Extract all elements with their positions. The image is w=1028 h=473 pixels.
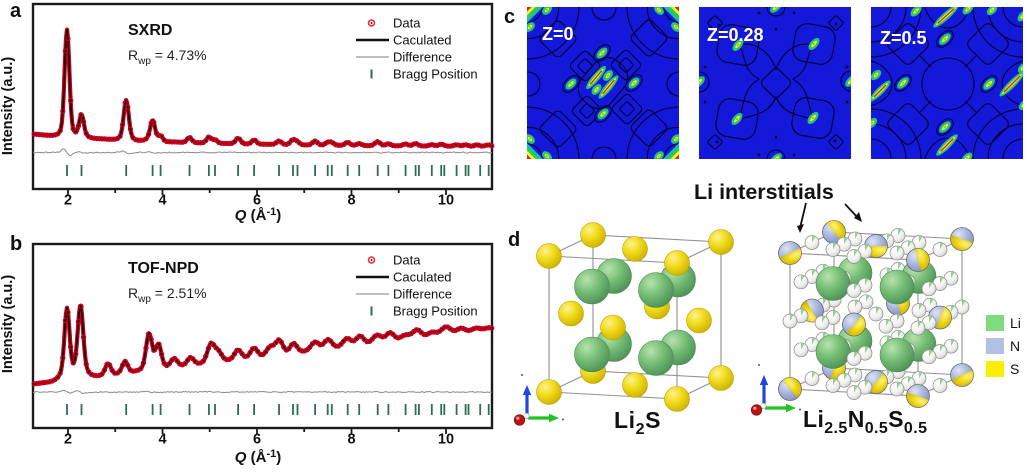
svg-text:Data: Data [393,16,421,31]
svg-text:Difference: Difference [393,287,452,302]
svg-text:TOF-NPD: TOF-NPD [128,260,199,277]
svg-text:6: 6 [253,193,261,209]
svg-text:Li interstitials: Li interstitials [694,180,834,204]
svg-text:Intensity (a.u.): Intensity (a.u.) [0,57,16,155]
svg-text:Q (Å-1): Q (Å-1) [235,448,281,466]
svg-text:Bragg Position: Bragg Position [393,67,478,82]
svg-text:2: 2 [64,193,72,209]
svg-text:SXRD: SXRD [128,22,172,39]
svg-text:Z=0.28: Z=0.28 [707,25,764,45]
svg-text:S: S [1010,361,1019,377]
svg-text:6: 6 [253,432,261,448]
svg-text:Li: Li [1010,315,1021,331]
svg-text:8: 8 [347,432,355,448]
svg-text:8: 8 [347,193,355,209]
svg-text:Intensity (a.u.): Intensity (a.u.) [0,275,16,373]
svg-text:c: c [504,6,515,28]
svg-text:Caculated: Caculated [393,33,452,48]
svg-text:Difference: Difference [393,50,452,65]
svg-text:Z=0: Z=0 [542,24,574,44]
svg-text:Data: Data [393,253,421,268]
svg-text:Z=0.5: Z=0.5 [880,28,927,48]
svg-text:Li2S: Li2S [614,407,661,438]
svg-text:4: 4 [158,193,166,209]
svg-text:Caculated: Caculated [393,270,452,285]
svg-text:10: 10 [438,193,454,209]
svg-text:b: b [10,233,22,255]
svg-text:d: d [508,229,520,251]
svg-text:Bragg Position: Bragg Position [393,304,478,319]
svg-text:4: 4 [158,432,166,448]
svg-text:10: 10 [438,432,454,448]
svg-text:a: a [10,0,22,22]
svg-text:N: N [1010,338,1020,354]
svg-text:2: 2 [64,432,72,448]
svg-text:Li2.5N0.5S0.5: Li2.5N0.5S0.5 [803,406,927,437]
svg-text:Q (Å-1): Q (Å-1) [235,206,281,224]
